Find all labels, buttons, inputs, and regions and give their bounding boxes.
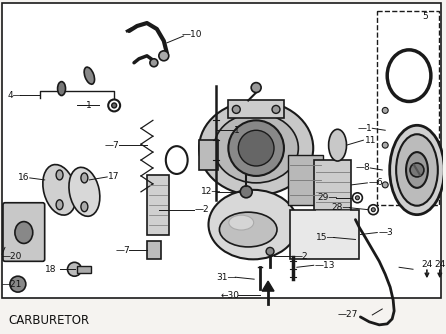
Circle shape: [240, 186, 252, 198]
Circle shape: [266, 247, 274, 256]
Text: —8: —8: [355, 163, 370, 172]
Bar: [377, 11, 439, 205]
Text: 1: 1: [234, 126, 240, 135]
Circle shape: [372, 208, 375, 212]
Text: —2: —2: [294, 252, 309, 261]
Ellipse shape: [229, 215, 254, 230]
Text: 18: 18: [45, 265, 56, 274]
Text: 5: 5: [422, 12, 428, 21]
Polygon shape: [262, 281, 274, 291]
Ellipse shape: [69, 167, 100, 216]
Text: —10: —10: [182, 30, 202, 39]
Ellipse shape: [406, 152, 428, 188]
Text: 11: 11: [365, 136, 377, 145]
Circle shape: [382, 108, 388, 113]
Circle shape: [251, 82, 261, 93]
Text: —13: —13: [315, 261, 335, 270]
Text: 31—: 31—: [216, 273, 237, 282]
Circle shape: [272, 106, 280, 113]
Text: 28—: 28—: [331, 203, 352, 212]
Ellipse shape: [15, 221, 33, 243]
Text: —7: —7: [115, 246, 130, 255]
Bar: [2, 3, 441, 298]
Ellipse shape: [84, 67, 95, 84]
Ellipse shape: [214, 113, 298, 183]
Circle shape: [10, 276, 26, 292]
Ellipse shape: [43, 165, 76, 215]
Circle shape: [382, 142, 388, 148]
Bar: [228, 101, 284, 118]
Bar: [198, 140, 219, 170]
Text: 24: 24: [434, 260, 445, 269]
Bar: [314, 160, 351, 215]
Text: —20: —20: [2, 252, 22, 261]
Circle shape: [382, 182, 388, 188]
Circle shape: [410, 163, 424, 177]
Ellipse shape: [58, 81, 66, 96]
Ellipse shape: [81, 202, 88, 212]
Ellipse shape: [219, 212, 277, 247]
Text: 16: 16: [18, 173, 29, 182]
Text: 24: 24: [421, 260, 432, 269]
Text: —27: —27: [338, 310, 358, 319]
Ellipse shape: [81, 173, 88, 183]
Ellipse shape: [329, 129, 347, 161]
Text: ←30: ←30: [220, 291, 240, 300]
Text: —7: —7: [104, 141, 119, 150]
Text: 4—: 4—: [8, 91, 23, 100]
Ellipse shape: [56, 170, 63, 180]
Text: 15—: 15—: [316, 233, 336, 242]
Circle shape: [232, 106, 240, 113]
Text: —21: —21: [2, 280, 22, 289]
Text: 29—: 29—: [318, 193, 338, 202]
Text: CARBURETOR: CARBURETOR: [8, 314, 89, 327]
Circle shape: [150, 59, 158, 67]
Circle shape: [159, 51, 169, 61]
Bar: [290, 210, 359, 259]
Text: —6: —6: [368, 178, 383, 187]
Circle shape: [67, 262, 82, 276]
Ellipse shape: [208, 190, 298, 259]
Bar: [147, 241, 161, 259]
Bar: [288, 155, 322, 205]
Bar: [78, 266, 91, 273]
Text: —1: —1: [357, 124, 372, 133]
Circle shape: [112, 103, 117, 108]
Ellipse shape: [199, 101, 313, 195]
Ellipse shape: [390, 125, 444, 215]
Text: —2: —2: [194, 205, 209, 214]
Circle shape: [355, 196, 359, 200]
Circle shape: [228, 120, 284, 176]
Text: 17: 17: [108, 172, 120, 181]
Text: —3: —3: [378, 228, 393, 237]
FancyBboxPatch shape: [3, 203, 45, 261]
Ellipse shape: [56, 200, 63, 210]
Circle shape: [238, 130, 274, 166]
Bar: [147, 175, 169, 234]
Ellipse shape: [396, 134, 438, 206]
Text: 12—: 12—: [201, 187, 221, 196]
Text: —1: —1: [78, 101, 92, 110]
